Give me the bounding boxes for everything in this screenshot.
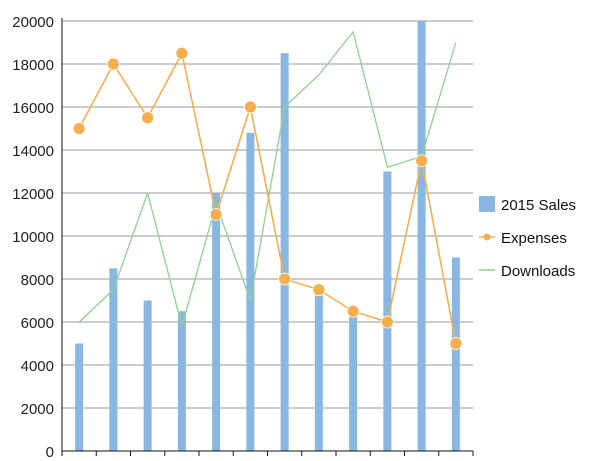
legend-swatch-expenses-marker [483, 233, 491, 241]
bar-2015-sales [280, 53, 289, 451]
legend: 2015 Sales Expenses Downloads [479, 196, 576, 280]
legend-label: 2015 Sales [501, 197, 576, 214]
bar-series-2015-sales [75, 21, 460, 452]
y-tick-label: 0 [46, 444, 54, 461]
marker-expenses [415, 154, 429, 168]
y-tick-label: 14000 [12, 143, 54, 160]
bar-2015-sales [314, 289, 323, 451]
line-series [78, 31, 457, 344]
bar-2015-sales [383, 171, 392, 451]
y-tick-label: 2000 [21, 401, 54, 418]
y-tick-label: 12000 [12, 186, 54, 203]
y-tick-label: 4000 [21, 358, 54, 375]
legend-swatch-2015-sales [479, 196, 495, 212]
marker-expenses [449, 337, 463, 350]
y-tick-label: 18000 [12, 57, 54, 74]
bar-2015-sales [109, 268, 118, 451]
marker-expenses [243, 100, 257, 114]
bar-2015-sales [75, 343, 84, 451]
bar-2015-sales [143, 300, 152, 451]
marker-expenses [141, 111, 155, 125]
marker-expenses [346, 304, 360, 318]
bar-2015-sales [177, 311, 186, 451]
y-axis: 0 2000 4000 6000 8000 10000 12000 14000 16000 180… [12, 14, 63, 461]
line-downloads [78, 31, 457, 327]
bar-2015-sales [417, 21, 426, 451]
x-axis [61, 450, 474, 456]
bar-2015-sales [349, 311, 358, 451]
bar-2015-sales [451, 257, 460, 451]
y-tick-label: 20000 [12, 14, 54, 31]
expense-markers [72, 46, 463, 350]
line-expenses [78, 52, 457, 344]
marker-expenses [175, 46, 189, 60]
y-tick-label: 6000 [21, 315, 54, 332]
y-tick-label: 8000 [21, 272, 54, 289]
legend-label: Expenses [501, 230, 567, 247]
marker-expenses [380, 315, 394, 329]
marker-expenses [106, 57, 120, 71]
marker-expenses [278, 272, 292, 286]
bar-2015-sales [212, 193, 221, 451]
marker-expenses [209, 208, 223, 221]
y-tick-label: 16000 [12, 100, 54, 117]
legend-label: Downloads [501, 263, 575, 280]
marker-expenses [72, 122, 86, 135]
y-tick-label: 10000 [12, 229, 54, 246]
bar-2015-sales [246, 132, 255, 452]
marker-expenses [312, 283, 326, 297]
